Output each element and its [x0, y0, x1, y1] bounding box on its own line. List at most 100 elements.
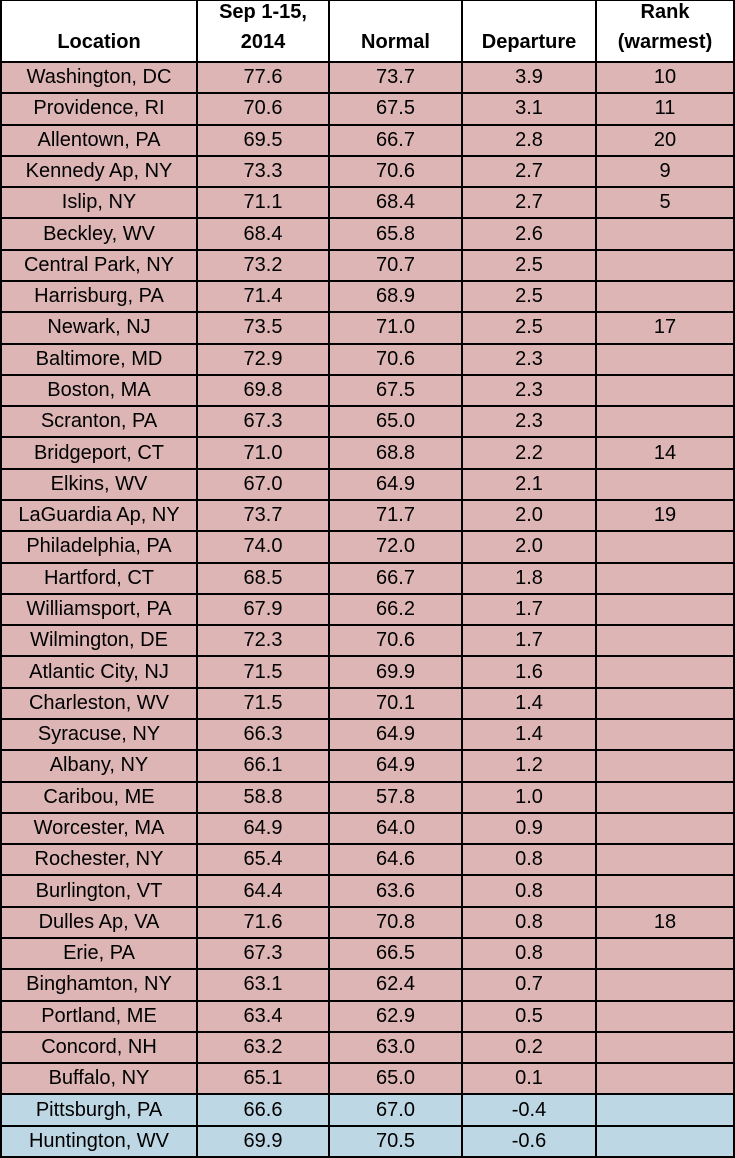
table-cell: 67.5 — [330, 94, 463, 126]
table-cell: 1.6 — [463, 657, 597, 689]
table-cell: Pittsburgh, PA — [2, 1095, 198, 1127]
table-cell: 2.5 — [463, 313, 597, 345]
table-cell — [597, 657, 735, 689]
header-cell: Departure — [463, 1, 597, 63]
table-cell: Portland, ME — [2, 1001, 198, 1033]
table-cell: 2.8 — [463, 125, 597, 157]
table-cell: 65.1 — [198, 1064, 330, 1096]
table-cell: 63.0 — [330, 1032, 463, 1065]
table-cell: 72.3 — [198, 626, 330, 658]
table-cell — [597, 626, 735, 658]
table-cell: 0.8 — [463, 845, 597, 877]
table-cell: 64.0 — [330, 813, 463, 846]
table-cell: 0.7 — [463, 970, 597, 1002]
table-cell: 73.2 — [198, 250, 330, 282]
table-cell: 70.8 — [330, 907, 463, 939]
header-text: 2014 — [240, 31, 286, 53]
table-cell — [597, 1126, 735, 1158]
table-cell: 1.7 — [463, 626, 597, 658]
table-cell — [597, 782, 735, 814]
table-cell — [597, 594, 735, 627]
table-cell: 58.8 — [198, 782, 330, 814]
table-cell: 66.5 — [330, 939, 463, 971]
header-cell: Location — [2, 1, 198, 63]
table-cell: 68.8 — [330, 438, 463, 470]
header-cell: Rank (warmest) — [597, 1, 735, 63]
table-cell: -0.4 — [463, 1095, 597, 1127]
table-cell — [597, 970, 735, 1002]
table-cell: Atlantic City, NJ — [2, 657, 198, 689]
table-cell: 71.0 — [198, 438, 330, 470]
table-cell: 3.9 — [463, 63, 597, 95]
table-cell: 2.3 — [463, 344, 597, 376]
table-cell — [597, 250, 735, 282]
table-cell: 0.8 — [463, 876, 597, 908]
table-cell: 70.5 — [330, 1126, 463, 1158]
table-cell: 64.9 — [330, 751, 463, 783]
table-cell: Philadelphia, PA — [2, 532, 198, 564]
table-cell: Harrisburg, PA — [2, 282, 198, 314]
table-cell: 71.5 — [198, 657, 330, 689]
table-cell: 71.0 — [330, 313, 463, 345]
table-cell: Syracuse, NY — [2, 720, 198, 752]
table-cell: 70.6 — [330, 344, 463, 376]
table-cell: Concord, NH — [2, 1032, 198, 1065]
table-cell: 74.0 — [198, 532, 330, 564]
table-cell: 2.1 — [463, 469, 597, 501]
table-cell — [597, 282, 735, 314]
table-cell: 2.3 — [463, 375, 597, 408]
table-cell: -0.6 — [463, 1126, 597, 1158]
table-cell — [597, 751, 735, 783]
table-cell: Providence, RI — [2, 94, 198, 126]
table-cell: 18 — [597, 907, 735, 939]
table-cell: 64.9 — [330, 720, 463, 752]
table-cell: 67.3 — [198, 939, 330, 971]
table-cell: Beckley, WV — [2, 219, 198, 251]
table-cell: 71.6 — [198, 907, 330, 939]
table-cell: 71.1 — [198, 188, 330, 220]
table-cell: 20 — [597, 125, 735, 157]
table-cell: 64.6 — [330, 845, 463, 877]
table-cell: 70.7 — [330, 250, 463, 282]
table-cell — [597, 1032, 735, 1065]
table-cell: 64.9 — [330, 469, 463, 501]
table-cell: 0.8 — [463, 907, 597, 939]
table-cell: Hartford, CT — [2, 563, 198, 595]
table-cell: Elkins, WV — [2, 469, 198, 501]
table-cell: 9 — [597, 156, 735, 189]
table-cell: 72.9 — [198, 344, 330, 376]
table-cell — [597, 845, 735, 877]
table-cell: Caribou, ME — [2, 782, 198, 814]
table-cell: 3.1 — [463, 94, 597, 126]
table-cell: 77.6 — [198, 63, 330, 95]
table-cell: 65.0 — [330, 407, 463, 439]
table-cell: 1.4 — [463, 688, 597, 720]
table-cell: 67.9 — [198, 594, 330, 627]
table-cell: 67.5 — [330, 375, 463, 408]
table-cell: 70.1 — [330, 688, 463, 720]
table-cell: 2.5 — [463, 282, 597, 314]
table-cell: 2.5 — [463, 250, 597, 282]
table-cell: 71.4 — [198, 282, 330, 314]
table-cell: 66.7 — [330, 125, 463, 157]
table-cell: Scranton, PA — [2, 407, 198, 439]
table-cell — [597, 813, 735, 846]
table-cell: 69.5 — [198, 125, 330, 157]
table-cell — [597, 344, 735, 376]
table-cell: 73.3 — [198, 156, 330, 189]
table-cell — [597, 720, 735, 752]
table-cell: 62.9 — [330, 1001, 463, 1033]
table-cell: 1.2 — [463, 751, 597, 783]
table-cell: Charleston, WV — [2, 688, 198, 720]
table-cell — [597, 563, 735, 595]
table-cell: 2.6 — [463, 219, 597, 251]
table-cell: Allentown, PA — [2, 125, 198, 157]
table-cell — [597, 469, 735, 501]
table-cell: 67.0 — [330, 1095, 463, 1127]
table-cell: 68.4 — [198, 219, 330, 251]
table-cell: 2.7 — [463, 188, 597, 220]
header-text: Sep 1-15, — [219, 1, 307, 23]
table-cell — [597, 219, 735, 251]
table-cell: 2.0 — [463, 501, 597, 533]
